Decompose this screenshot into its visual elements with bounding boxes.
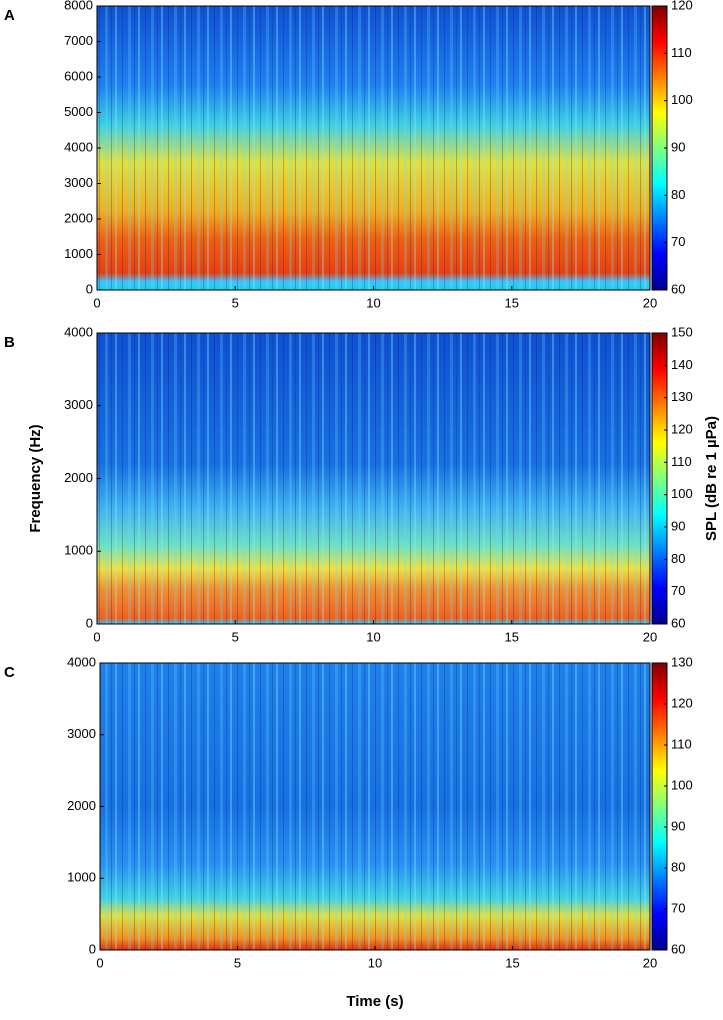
x-tick-label: 0 (93, 629, 100, 644)
x-tick-label: 10 (366, 295, 380, 310)
colorbar-tick-label: 120 (671, 695, 693, 710)
panel-label: C (4, 664, 15, 681)
colorbar (651, 662, 668, 951)
y-tick-label: 4000 (64, 139, 93, 154)
x-tick-label: 0 (96, 955, 103, 970)
y-tick-label: 4000 (67, 654, 96, 669)
colorbar-tick-label: 80 (671, 859, 685, 874)
colorbar-tick-label: 150 (671, 324, 693, 339)
colorbar (651, 332, 668, 625)
colorbar-tick-label: 100 (671, 486, 693, 501)
colorbar-tick-label: 90 (671, 518, 685, 533)
x-tick-label: 10 (366, 629, 380, 644)
x-tick-label: 5 (232, 295, 239, 310)
colorbar-tick-label: 120 (671, 0, 693, 12)
colorbar-tick-label: 120 (671, 421, 693, 436)
y-tick-label: 2000 (67, 798, 96, 813)
colorbar-tick-label: 130 (671, 389, 693, 404)
x-tick-label: 0 (93, 295, 100, 310)
colorbar-tick-label: 70 (671, 234, 685, 249)
y-tick-label: 3000 (64, 175, 93, 190)
y-tick-label: 4000 (64, 324, 93, 339)
y-tick-label: 1000 (64, 246, 93, 261)
x-tick-label: 10 (368, 955, 382, 970)
colorbar-tick-label: 60 (671, 615, 685, 630)
x-tick-label: 20 (643, 295, 657, 310)
y-tick-label: 0 (86, 615, 93, 630)
panel-label: A (4, 7, 15, 24)
x-tick-label: 5 (232, 629, 239, 644)
x-axis-label: Time (s) (346, 993, 403, 1010)
x-tick-label: 5 (234, 955, 241, 970)
y-tick-label: 6000 (64, 68, 93, 83)
y-tick-label: 3000 (64, 397, 93, 412)
colorbar-tick-label: 110 (671, 45, 692, 60)
x-tick-label: 20 (643, 629, 657, 644)
y-tick-label: 5000 (64, 104, 93, 119)
colorbar-label: SPL (dB re 1 µPa) (703, 416, 720, 541)
colorbar-tick-label: 100 (671, 92, 693, 107)
colorbar-tick-label: 60 (671, 281, 685, 296)
y-tick-label: 7000 (64, 33, 93, 48)
colorbar-tick-label: 70 (671, 583, 685, 598)
colorbar-tick-label: 90 (671, 818, 685, 833)
y-tick-label: 1000 (64, 543, 93, 558)
y-tick-label: 3000 (67, 726, 96, 741)
x-tick-label: 15 (505, 295, 519, 310)
colorbar-tick-label: 110 (671, 454, 692, 469)
x-tick-label: 20 (643, 955, 657, 970)
colorbar-tick-label: 110 (671, 736, 692, 751)
colorbar-tick-label: 130 (671, 654, 693, 669)
spectrogram-texture (97, 6, 650, 290)
colorbar-tick-label: 80 (671, 187, 685, 202)
x-tick-label: 15 (505, 955, 519, 970)
x-tick-label: 15 (505, 629, 519, 644)
y-tick-label: 0 (86, 281, 93, 296)
colorbar-tick-label: 70 (671, 900, 685, 915)
y-axis-label: Frequency (Hz) (27, 424, 44, 532)
colorbar-tick-label: 140 (671, 357, 693, 372)
y-tick-label: 2000 (64, 470, 93, 485)
y-tick-label: 8000 (64, 0, 93, 12)
y-tick-label: 2000 (64, 210, 93, 225)
panel-label: B (4, 334, 15, 351)
y-tick-label: 0 (89, 941, 96, 956)
colorbar-tick-label: 90 (671, 139, 685, 154)
spectrogram-texture (100, 663, 650, 950)
colorbar-tick-label: 60 (671, 941, 685, 956)
y-tick-label: 1000 (67, 870, 96, 885)
colorbar-tick-label: 80 (671, 551, 685, 566)
colorbar-tick-label: 100 (671, 777, 693, 792)
spectrogram-texture (97, 333, 650, 624)
